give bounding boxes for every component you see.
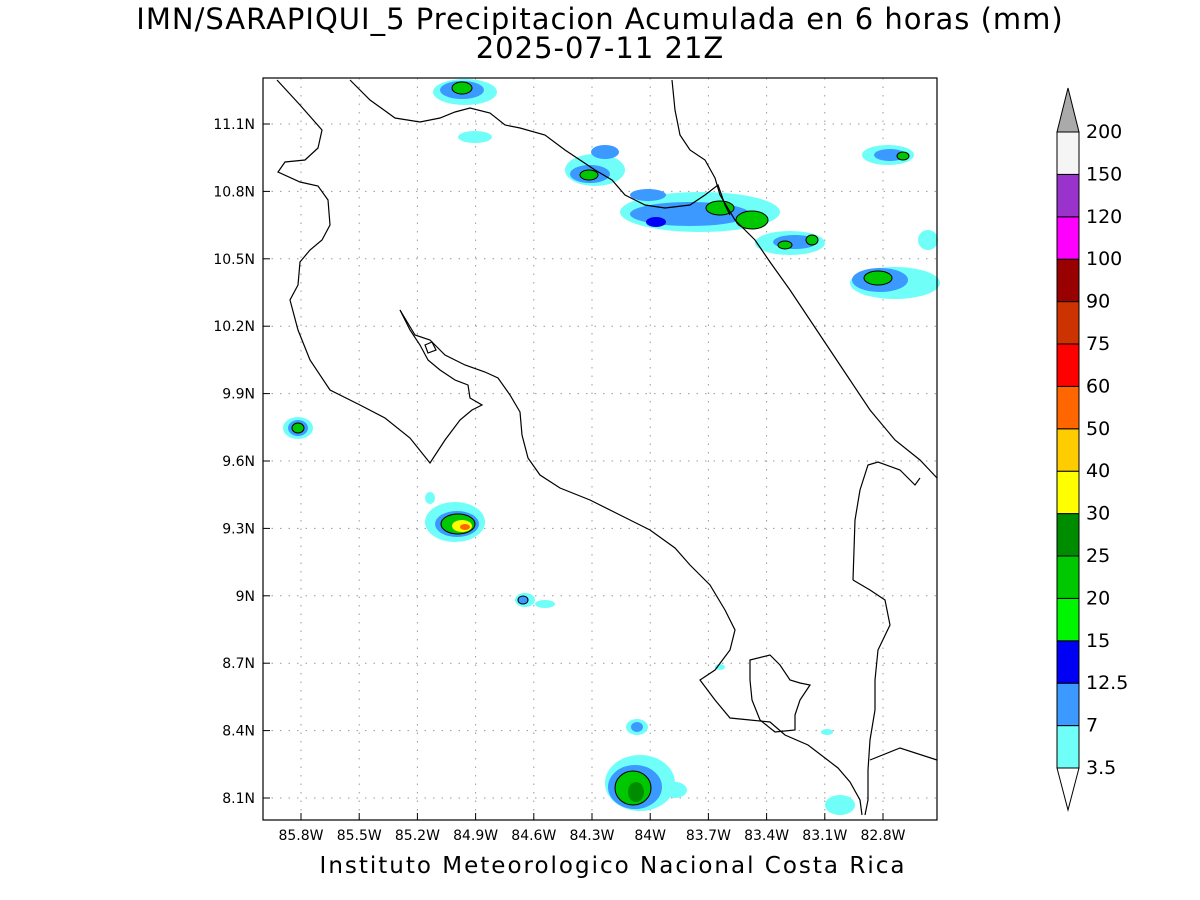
colorbar-swatch xyxy=(1056,173,1080,218)
colorbar-swatch xyxy=(1056,216,1080,260)
lat-tick-label: 10.8N xyxy=(213,184,255,200)
coastlines xyxy=(276,79,938,816)
lon-tick-label: 83.7W xyxy=(686,828,731,844)
map-frame xyxy=(262,77,938,821)
colorbar-level-label: 75 xyxy=(1086,333,1110,355)
map-grid xyxy=(263,78,937,820)
lat-tick-label: 9N xyxy=(236,589,255,605)
colorbar-level-label: 15 xyxy=(1086,630,1110,652)
latitude-axis: 11.1N 10.8N 10.5N 10.2N 9.9N 9.6N 9.3N 9N 8.7N 8.… xyxy=(213,117,270,807)
lat-tick-label: 9.3N xyxy=(222,521,255,537)
colorbar-level-label: 20 xyxy=(1086,587,1110,609)
colorbar-swatch xyxy=(1056,428,1080,472)
colorbar-level-label: 150 xyxy=(1086,163,1122,185)
lon-tick-label: 85.5W xyxy=(337,828,382,844)
lat-tick-label: 11.1N xyxy=(213,117,255,133)
longitude-axis: 85.8W 85.5W 85.2W 84.9W 84.6W 84.3W 84W 83.7W 83… xyxy=(278,813,906,844)
colorbar-swatch xyxy=(1056,343,1080,387)
precip-band-northeast xyxy=(565,145,940,299)
lon-tick-label: 84.6W xyxy=(511,828,556,844)
footer-credit: Instituto Meteorologico Nacional Costa R… xyxy=(319,853,907,879)
colorbar-over-arrow xyxy=(1056,87,1080,133)
lon-tick-label: 83.1W xyxy=(802,828,847,844)
colorbar-swatch xyxy=(1056,597,1080,642)
colorbar-under-arrow xyxy=(1056,767,1080,812)
colorbar-swatch xyxy=(1056,131,1080,175)
map-valid-time: 2025-07-11 21Z xyxy=(475,31,725,65)
colorbar-swatch xyxy=(1056,385,1080,430)
lat-tick-label: 8.1N xyxy=(222,791,255,807)
map-title: IMN/SARAPIQUI_5 Precipitacion Acumulada … xyxy=(136,2,1064,36)
colorbar-level-label: 120 xyxy=(1086,206,1122,228)
precip-cell-north xyxy=(433,79,497,143)
colorbar-swatch xyxy=(1056,640,1080,684)
colorbar-level-label: 100 xyxy=(1086,248,1122,270)
colorbar-swatch xyxy=(1056,555,1080,599)
lat-tick-label: 8.4N xyxy=(222,724,255,740)
colorbar-level-label: 40 xyxy=(1086,460,1110,482)
colorbar-swatch xyxy=(1056,470,1080,515)
colorbar-level-label: 200 xyxy=(1086,121,1122,143)
colorbar: 3.5 7 12.5 15 20 25 30 40 50 60 75 90 100 120 150 200 xyxy=(1056,87,1128,812)
lon-tick-label: 82.8W xyxy=(860,828,905,844)
colorbar-level-label: 12.5 xyxy=(1086,672,1128,694)
colorbar-level-label: 25 xyxy=(1086,545,1110,567)
colorbar-level-label: 90 xyxy=(1086,291,1110,313)
lon-tick-label: 84.3W xyxy=(569,828,614,844)
lat-tick-label: 10.2N xyxy=(213,319,255,335)
lat-tick-label: 9.9N xyxy=(222,387,255,403)
lon-tick-label: 84W xyxy=(634,828,666,844)
lat-tick-label: 9.6N xyxy=(222,454,255,470)
lat-tick-label: 10.5N xyxy=(213,252,255,268)
colorbar-level-label: 30 xyxy=(1086,503,1110,525)
precip-cell-central xyxy=(425,492,555,608)
colorbar-level-label: 60 xyxy=(1086,375,1110,397)
lat-tick-label: 8.7N xyxy=(222,656,255,672)
precip-cell-west xyxy=(283,417,313,439)
colorbar-swatch xyxy=(1056,258,1080,303)
colorbar-swatch xyxy=(1056,513,1080,557)
colorbar-level-label: 7 xyxy=(1086,715,1098,737)
precip-cell-south xyxy=(605,664,855,815)
lon-tick-label: 84.9W xyxy=(453,828,498,844)
colorbar-level-label: 3.5 xyxy=(1086,757,1116,779)
lon-tick-label: 85.2W xyxy=(395,828,440,844)
colorbar-swatch xyxy=(1056,682,1080,727)
lon-tick-label: 83.4W xyxy=(744,828,789,844)
colorbar-swatch xyxy=(1056,725,1080,769)
lon-tick-label: 85.8W xyxy=(278,828,323,844)
colorbar-swatch xyxy=(1056,301,1080,345)
precip-cells xyxy=(283,79,940,815)
colorbar-level-label: 50 xyxy=(1086,418,1110,440)
